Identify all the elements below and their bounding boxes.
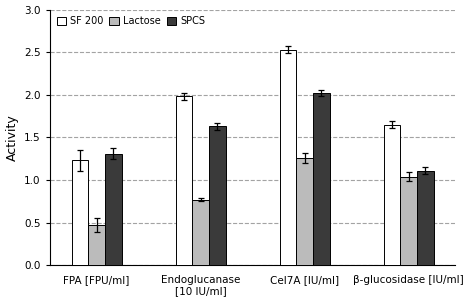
Bar: [192, 200, 209, 265]
Bar: [88, 225, 105, 265]
Bar: [383, 124, 401, 265]
Bar: [296, 158, 313, 265]
Bar: [105, 153, 121, 265]
Legend: SF 200, Lactose, SPCS: SF 200, Lactose, SPCS: [55, 14, 207, 28]
Bar: [176, 96, 192, 265]
Bar: [280, 50, 296, 265]
Bar: [209, 126, 226, 265]
Y-axis label: Activity: Activity: [6, 114, 18, 161]
Bar: [417, 171, 434, 265]
Bar: [401, 177, 417, 265]
Bar: [72, 160, 88, 265]
Bar: [313, 93, 329, 265]
